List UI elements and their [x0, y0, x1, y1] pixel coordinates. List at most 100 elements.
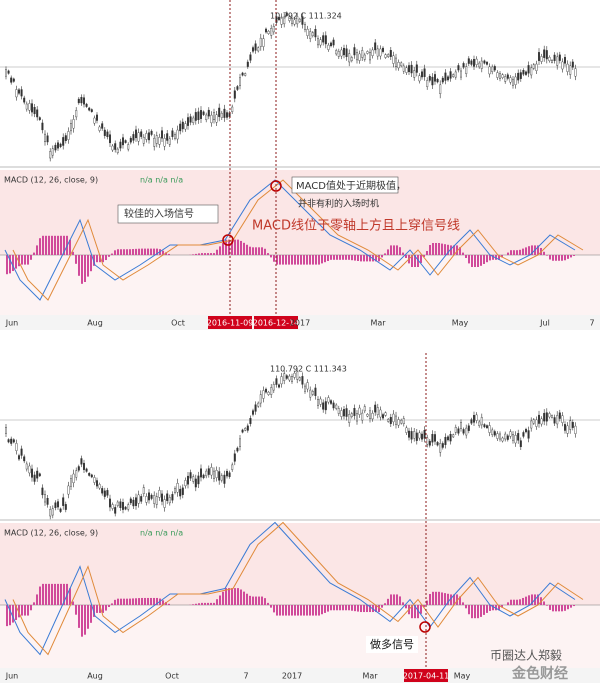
histogram-bar	[45, 235, 47, 255]
candle-body	[558, 412, 561, 419]
candle-body	[257, 47, 260, 52]
candle-body	[163, 137, 166, 147]
candle-body	[462, 429, 465, 434]
candle-body	[280, 16, 283, 25]
histogram-bar	[270, 605, 272, 608]
histogram-bar	[546, 255, 548, 256]
candle-body	[267, 391, 270, 395]
histogram-bar	[261, 596, 263, 605]
candle-body	[18, 89, 21, 94]
histogram-bar	[486, 605, 488, 613]
histogram-bar	[216, 599, 218, 605]
candle-body	[147, 132, 150, 141]
candle-body	[415, 64, 418, 73]
histogram-bar	[399, 596, 401, 605]
histogram-bar	[81, 605, 83, 637]
candle-body	[467, 58, 470, 64]
candle-body	[46, 135, 49, 143]
candle-body	[7, 439, 10, 443]
histogram-bar	[219, 246, 221, 255]
candle-body	[23, 97, 26, 103]
histogram-bar	[567, 255, 569, 259]
candle-body	[166, 133, 169, 141]
candle-body	[493, 66, 496, 71]
candle-body	[465, 427, 468, 436]
indicator-values: n/a n/a n/a	[140, 529, 183, 538]
histogram-bar	[303, 605, 305, 616]
candle-body	[345, 408, 348, 417]
histogram-bar	[537, 245, 539, 255]
candle-body	[59, 143, 62, 147]
histogram-bar	[519, 599, 521, 605]
candle-body	[244, 73, 247, 76]
x-tick-label: Mar	[370, 319, 386, 328]
candle-body	[283, 16, 286, 25]
candle-body	[512, 78, 515, 86]
candle-body	[46, 498, 49, 505]
histogram-bar	[27, 605, 29, 616]
candle-body	[561, 415, 564, 423]
histogram-bar	[333, 255, 335, 260]
histogram-bar	[384, 603, 386, 605]
candle-body	[309, 389, 312, 398]
histogram-bar	[213, 253, 215, 255]
histogram-bar	[228, 588, 230, 605]
candle-body	[410, 64, 413, 74]
candle-body	[564, 424, 567, 431]
histogram-bar	[411, 255, 413, 267]
candle-body	[75, 110, 78, 118]
histogram-bar	[48, 235, 50, 255]
x-tick-label: Oct	[171, 319, 185, 328]
candle-body	[28, 103, 31, 111]
candle-body	[478, 421, 481, 426]
candle-body	[436, 79, 439, 83]
candle-body	[475, 58, 478, 65]
histogram-bar	[192, 254, 194, 255]
candle-body	[361, 412, 364, 421]
candle-body	[101, 488, 104, 494]
macd-line	[4, 521, 576, 656]
candle-body	[353, 47, 356, 56]
histogram-bar	[288, 255, 290, 265]
histogram-bar	[75, 605, 77, 615]
histogram-bar	[18, 605, 20, 618]
candle-body	[155, 135, 158, 144]
candle-body	[538, 52, 541, 61]
candle-body	[220, 475, 223, 481]
candle-body	[387, 418, 390, 422]
candle-body	[272, 384, 275, 391]
candle-body	[571, 61, 574, 68]
candle-body	[114, 507, 117, 514]
histogram-bar	[483, 255, 485, 264]
histogram-bar	[510, 250, 512, 255]
histogram-bar	[375, 605, 377, 613]
candle-body	[493, 431, 496, 436]
candle-body	[379, 48, 382, 57]
candle-body	[311, 32, 314, 37]
histogram-bar	[120, 598, 122, 605]
histogram-bar	[222, 243, 224, 255]
candle-body	[215, 470, 218, 478]
histogram-bar	[573, 255, 575, 256]
candle-body	[72, 119, 75, 129]
candle-body	[88, 107, 91, 111]
candle-body	[129, 498, 132, 504]
histogram-bar	[75, 255, 77, 264]
histogram-bar	[561, 255, 563, 261]
candle-body	[31, 103, 34, 113]
histogram-bar	[531, 245, 533, 255]
candle-body	[330, 400, 333, 404]
candle-body	[356, 52, 359, 61]
candle-body	[207, 468, 210, 475]
histogram-bar	[150, 248, 152, 255]
candle-body	[166, 493, 169, 501]
histogram-bar	[99, 605, 101, 613]
histogram-bar	[465, 605, 467, 609]
histogram-bar	[282, 255, 284, 265]
histogram-bar	[525, 247, 527, 255]
histogram-bar	[81, 255, 83, 284]
candle-body	[218, 471, 221, 481]
candle-body	[283, 373, 286, 381]
candle-body	[119, 501, 122, 509]
